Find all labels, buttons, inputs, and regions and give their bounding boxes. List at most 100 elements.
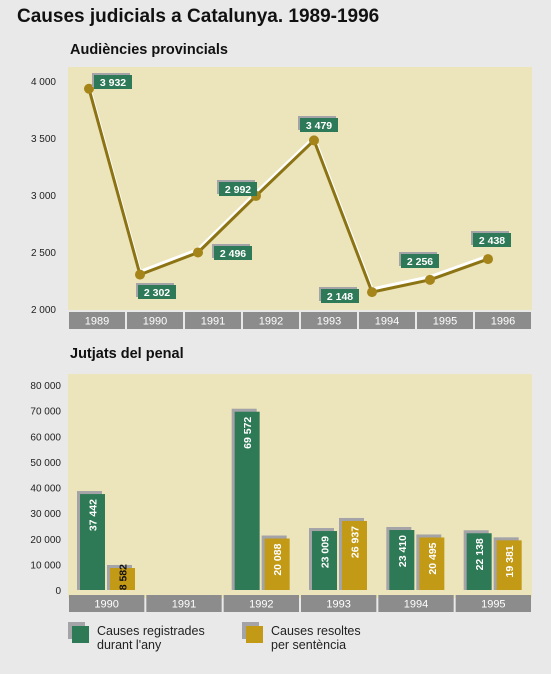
bar-registrades-value-label: 22 138 [474,538,486,570]
line-chart-xaxis-cell [417,312,473,329]
line-value-label-box [138,285,176,299]
line-value-label-box [473,233,511,247]
bar-registrades-value-label: 23 410 [397,535,409,567]
line-chart-xtick-label: 1995 [433,316,457,328]
bar-chart-title: Jutjats del penal [70,346,184,362]
bar-registrades [312,531,337,590]
legend-item-resoltes: Causes resoltes per sentència [242,622,361,652]
bar-chart-ytick-label: 80 000 [30,381,61,392]
line-chart-xtick-label: 1989 [85,316,109,328]
bar-resoltes [110,568,135,590]
bar-registrades [80,494,105,590]
line-value-label: 2 438 [479,235,505,247]
line-value-label: 2 992 [225,184,251,196]
bar-chart-xtick-label: 1993 [326,599,350,611]
line-chart-xtick-label: 1994 [375,316,399,328]
bar-chart-xtick-label: 1995 [481,599,505,611]
bar-chart-ytick-label: 50 000 [30,458,61,469]
line-chart-xaxis-cell [359,312,415,329]
line-data-point [425,274,435,285]
bar-registrades-value-label: 69 572 [242,417,254,449]
line-value-label-box [219,182,257,196]
bar-resoltes [264,538,290,590]
line-data-point [483,254,493,265]
legend-swatch-registrades [68,622,89,643]
bar-chart-xtick-label: 1992 [249,599,273,611]
bar-chart-ytick-label: 70 000 [30,407,61,418]
line-chart-title: Audiències provincials [70,42,228,58]
line-value-label-box [214,246,252,260]
bar-registrades [466,533,492,590]
bar-chart-xaxis-cell [69,595,145,612]
line-chart-ytick-label: 3 500 [31,134,56,145]
bar-registrades [389,530,415,590]
bar-resoltes-value-label: 8 582 [118,564,130,590]
bar-resoltes-value-label: 20 088 [272,543,284,575]
line-value-label-box [401,254,439,268]
bar-resoltes-value-label: 19 381 [504,545,516,577]
bar-registrades-value-label: 37 442 [88,499,100,531]
legend-label-resoltes-line2: per sentència [271,638,347,652]
line-data-point [309,135,319,146]
bar-resoltes-value-label: 26 937 [350,526,362,558]
legend-swatch-resoltes [242,622,263,643]
legend-label-resoltes-line1: Causes resoltes [271,624,361,638]
bar-registrades [234,411,260,590]
line-chart-xaxis-cell [69,312,125,329]
line-value-label: 3 479 [306,120,332,132]
bar-chart-xtick-label: 1994 [404,599,428,611]
bar-resoltes [342,520,367,590]
line-data-point [84,83,94,94]
line-data-point [367,287,377,298]
line-value-label: 2 256 [407,256,433,268]
line-value-label: 2 496 [220,248,246,260]
page-title: Causes judicials a Catalunya. 1989-1996 [17,6,380,27]
legend-swatch-resoltes-color [246,626,263,643]
line-value-label: 3 932 [100,77,126,89]
bar-chart-ytick-label: 40 000 [30,484,61,495]
line-value-label-box [94,75,132,89]
bar-chart-ytick-label: 0 [55,586,61,597]
legend-label-registrades-line2: durant l'any [97,638,162,652]
line-value-label: 2 302 [144,287,170,299]
bar-chart-ytick-label: 10 000 [30,560,61,571]
bar-chart-ytick-label: 30 000 [30,509,61,520]
line-value-label-box [321,289,359,303]
line-series [87,88,489,294]
bar-chart-xaxis-cell [223,595,299,612]
line-chart-ytick-label: 2 000 [31,305,56,316]
line-chart-xaxis-cell [243,312,299,329]
line-chart-ytick-label: 3 000 [31,191,56,202]
line-chart-xtick-label: 1990 [143,316,167,328]
bar-chart-xaxis-cell [146,595,222,612]
bar-resoltes-value-label: 20 495 [427,542,439,574]
line-data-point [193,247,203,258]
line-chart-ytick-label: 2 500 [31,248,56,259]
line-chart-xaxis-cell [185,312,241,329]
line-chart-xtick-label: 1991 [201,316,225,328]
line-value-label: 2 148 [327,291,353,303]
legend-item-registrades: Causes registrades durant l'any [68,622,205,652]
bar-chart-ytick-label: 60 000 [30,432,61,443]
legend-label-registrades-line1: Causes registrades [97,624,205,638]
line-chart-xaxis-cell [127,312,183,329]
bar-chart-xaxis-cell [455,595,531,612]
bar-chart-ytick-label: 20 000 [30,535,61,546]
bar-resoltes [496,540,522,590]
line-chart-xtick-label: 1993 [317,316,341,328]
bar-chart-xtick-label: 1990 [94,599,118,611]
line-chart-ytick-label: 4 000 [31,77,56,88]
line-chart-xaxis-cell [301,312,357,329]
line-chart-xtick-label: 1996 [491,316,515,328]
bar-chart-xaxis-cell [301,595,377,612]
bar-resoltes [419,537,445,590]
bar-chart-xaxis-cell [378,595,454,612]
line-series-highlight [87,85,489,291]
legend-swatch-registrades-color [72,626,89,643]
bar-chart-plot-area [68,374,532,598]
line-chart-xaxis-cell [475,312,531,329]
bar-chart-xtick-label: 1991 [172,599,196,611]
bar-registrades-value-label: 23 009 [320,536,332,568]
line-value-label-box [300,118,338,132]
